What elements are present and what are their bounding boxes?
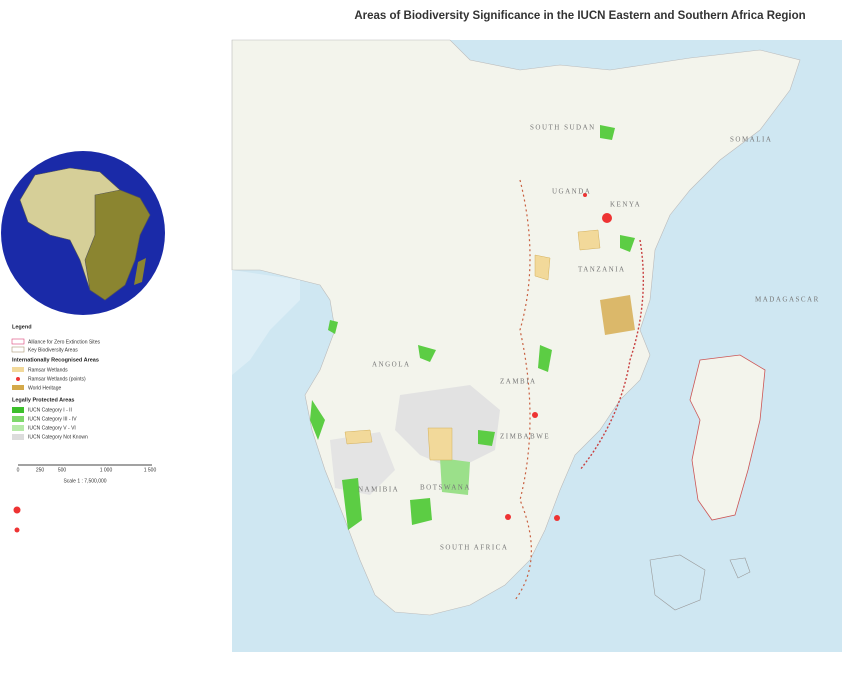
country-label: UGANDA xyxy=(552,188,591,196)
protected-area xyxy=(538,345,552,372)
legend-item: Alliance for Zero Extinction Sites xyxy=(28,339,100,345)
legend-swatch xyxy=(16,377,20,381)
protected-area xyxy=(342,478,362,530)
kba-outlines xyxy=(579,239,645,471)
aze-site xyxy=(505,514,511,520)
title: Areas of Biodiversity Significance in th… xyxy=(354,10,805,22)
country-label: ZAMBIA xyxy=(500,378,537,386)
legend-item: IUCN Category Not Known xyxy=(28,434,88,440)
not-known-area xyxy=(395,385,500,470)
inset-globe xyxy=(1,151,165,315)
madagascar-inset xyxy=(134,258,146,285)
world-heritage xyxy=(600,295,635,335)
red-dot xyxy=(14,527,20,533)
legend-item: IUCN Category III - IV xyxy=(28,416,77,422)
legend-item: Ramsar Wetlands xyxy=(28,367,68,373)
aze-site xyxy=(602,213,612,223)
country-label: ZIMBABWE xyxy=(500,433,550,441)
madagascar xyxy=(689,354,766,521)
country-label: SOMALIA xyxy=(730,136,772,144)
region-highlight xyxy=(84,189,151,301)
legend-swatch xyxy=(12,367,24,372)
ramsar-areas xyxy=(344,229,601,461)
legend-swatch xyxy=(12,407,24,413)
country-label: SOUTH SUDAN xyxy=(530,124,596,132)
ramsar xyxy=(534,254,551,281)
country-label: NAMIBIA xyxy=(358,486,399,494)
map-labels: SOUTH SUDAN SOMALIA UGANDA KENYA TANZANI… xyxy=(358,124,820,552)
island-outline xyxy=(729,557,751,579)
protected-area xyxy=(478,430,495,446)
scale-tick: 500 xyxy=(58,467,67,473)
ramsar xyxy=(577,229,601,251)
protected-area xyxy=(418,345,436,362)
ramsar xyxy=(344,429,373,445)
legend-swatch xyxy=(11,346,25,353)
legend-swatch xyxy=(12,416,24,422)
not-known-area xyxy=(330,432,395,495)
scale-tick: 1 500 xyxy=(144,467,157,473)
protected-areas xyxy=(310,125,635,530)
scale-tick: 1 000 xyxy=(100,467,113,473)
island-outline xyxy=(649,554,706,611)
country-label: TANZANIA xyxy=(578,266,626,274)
aze-site xyxy=(532,412,538,418)
scale-tick: 0 xyxy=(17,467,20,473)
legend-swatch xyxy=(11,338,25,345)
country-label: MADAGASCAR xyxy=(755,296,820,304)
legend-group-title: Internationally Recognised Areas xyxy=(12,357,99,363)
legend-item: Ramsar Wetlands (points) xyxy=(28,376,86,382)
ocean-west xyxy=(232,270,300,375)
aze-site xyxy=(554,515,560,521)
legend-item: World Heritage xyxy=(28,385,61,391)
protected-area-iii xyxy=(440,458,470,495)
legend-item: Key Biodiversity Areas xyxy=(28,347,78,353)
red-dot xyxy=(13,506,21,514)
legend-swatch xyxy=(12,385,24,390)
legend-swatch xyxy=(12,434,24,440)
protected-area xyxy=(600,125,615,140)
protected-area xyxy=(328,320,338,334)
protected-area xyxy=(410,498,432,525)
country-label: SOUTH AFRICA xyxy=(440,544,508,552)
main-map: SOUTH SUDAN SOMALIA UGANDA KENYA TANZANI… xyxy=(231,39,842,652)
aze-sites xyxy=(505,193,612,521)
country-label: KENYA xyxy=(610,201,641,209)
legend-group-title: Legally Protected Areas xyxy=(12,397,74,403)
ramsar xyxy=(427,427,453,461)
legend-title: Legend xyxy=(12,324,32,330)
protected-area xyxy=(620,235,635,252)
scale-bar: 0 250 500 1 000 1 500 Scale 1 : 7,500,00… xyxy=(17,464,157,484)
scale-label: Scale 1 : 7,500,000 xyxy=(63,478,106,484)
aze-site xyxy=(583,193,587,197)
country-label: BOTSWANA xyxy=(420,484,471,492)
legend-swatch xyxy=(12,425,24,431)
legend-item: IUCN Category V - VI xyxy=(28,425,76,431)
kba-outlines xyxy=(514,179,532,601)
legend: Legend Alliance for Zero Extinction Site… xyxy=(11,324,100,440)
legend-item: IUCN Category I - II xyxy=(28,407,72,413)
scale-tick: 250 xyxy=(36,467,45,473)
country-label: ANGOLA xyxy=(372,361,411,369)
protected-area xyxy=(310,400,325,440)
